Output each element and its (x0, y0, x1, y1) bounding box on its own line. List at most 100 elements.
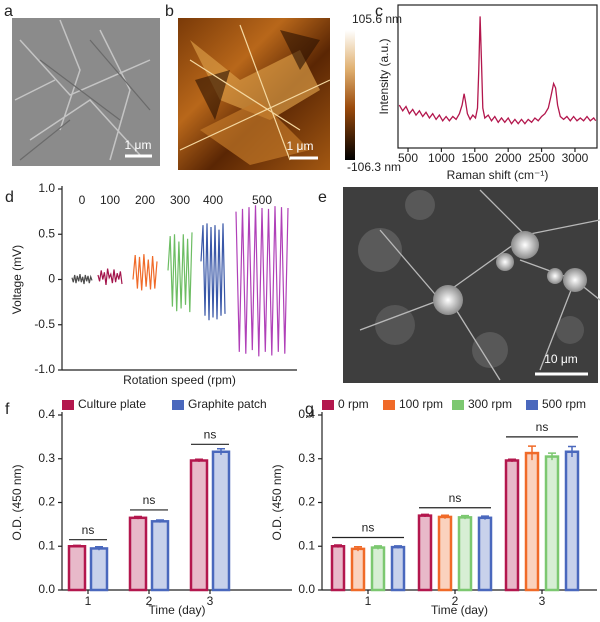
legend-label: Culture plate (78, 397, 146, 411)
error-bar (421, 513, 429, 517)
y-tick-label: 0.3 (298, 451, 315, 465)
bar (189, 459, 209, 592)
y-tick-label: 0.0 (38, 582, 55, 596)
x-tick-label: 500 (398, 151, 418, 165)
error-bar (95, 545, 103, 551)
colorbar-max: 105.6 nm (352, 12, 402, 26)
x-tick-label: 3000 (562, 151, 589, 165)
voltage-trace (132, 254, 158, 291)
error-bar (528, 445, 536, 461)
bar (330, 545, 346, 592)
voltage-trace (235, 205, 289, 357)
bar (128, 516, 148, 592)
error-bar (334, 544, 342, 548)
bar (504, 459, 520, 592)
scale-bar-label: 1 μm (287, 139, 314, 153)
bar (150, 520, 170, 592)
y-tick-label: 0.0 (298, 582, 315, 596)
plot-frame (397, 4, 598, 149)
series-label: 0 (79, 193, 86, 207)
y-tick-label: 0.5 (38, 226, 55, 240)
significance-label: ns (143, 493, 156, 507)
x-tick-label: 1500 (461, 151, 488, 165)
panel-label: b (165, 3, 174, 20)
legend-swatch (526, 400, 538, 410)
series-label: 100 (100, 193, 120, 207)
significance-label: ns (82, 523, 95, 537)
error-bar (374, 545, 382, 550)
bar (544, 455, 560, 592)
legend-swatch (452, 400, 464, 410)
y-axis-label: O.D. (450 nm) (270, 464, 284, 540)
panel-label: g (305, 401, 314, 418)
bar (524, 451, 540, 592)
error-bar (156, 519, 164, 523)
x-axis-label: Time (day) (149, 603, 206, 617)
x-tick-label: 1 (365, 594, 372, 608)
y-tick-label: 0.3 (38, 451, 55, 465)
sem-cell-image (343, 187, 600, 383)
x-tick-label: 1 (85, 594, 92, 608)
error-bar (394, 545, 402, 549)
legend-label: 300 rpm (468, 397, 512, 411)
error-bar (73, 544, 81, 548)
bar (437, 515, 453, 592)
error-bar (568, 445, 576, 457)
y-tick-label: 0.1 (38, 538, 55, 552)
x-tick-label: 3 (539, 594, 546, 608)
spectrum-line (398, 16, 597, 125)
panel-label: d (5, 189, 14, 206)
significance-label: ns (362, 521, 375, 535)
error-bar (195, 458, 203, 462)
bar (211, 450, 231, 592)
legend-label: 500 rpm (542, 397, 586, 411)
bar (417, 514, 433, 592)
error-bar (548, 452, 556, 461)
legend-label: 0 rpm (338, 397, 369, 411)
significance-label: ns (204, 427, 217, 441)
panel-label: c (375, 3, 383, 20)
bar (350, 547, 366, 592)
bar (564, 450, 580, 592)
legend-swatch (322, 400, 334, 410)
legend-swatch (172, 400, 184, 410)
y-tick-label: 0.1 (298, 538, 315, 552)
panel-label: a (4, 3, 13, 20)
scale-bar-label: 1 μm (125, 138, 152, 152)
error-bar (354, 545, 362, 552)
error-bar (508, 458, 516, 462)
series-label: 500 (252, 193, 272, 207)
x-axis-label: Raman shift (cm⁻¹) (447, 168, 549, 182)
bar (477, 516, 493, 592)
legend-swatch (62, 400, 74, 410)
bar (89, 547, 109, 592)
scale-bar-label: 10 μm (544, 352, 578, 366)
y-axis-label: Voltage (mV) (10, 245, 24, 314)
y-tick-label: 0.2 (38, 495, 55, 509)
voltage-trace (200, 223, 226, 321)
bar (390, 545, 406, 592)
x-tick-label: 2000 (495, 151, 522, 165)
legend-label: 100 rpm (399, 397, 443, 411)
error-bar (461, 514, 469, 520)
error-bar (441, 514, 449, 519)
voltage-trace (167, 232, 193, 313)
x-axis-label: Rotation speed (rpm) (123, 373, 236, 387)
x-axis-label: Time (day) (431, 603, 488, 617)
x-tick-label: 2 (452, 594, 459, 608)
bar (370, 546, 386, 592)
voltage-trace (71, 273, 93, 285)
y-tick-label: 0.4 (38, 407, 55, 421)
y-tick-label: 1.0 (38, 181, 55, 195)
bar (67, 545, 87, 592)
sem-image (12, 18, 160, 166)
bar (457, 516, 473, 592)
y-axis-label: O.D. (450 nm) (10, 464, 24, 540)
legend-label: Graphite patch (188, 397, 267, 411)
x-tick-label: 1000 (428, 151, 455, 165)
y-tick-label: -0.5 (34, 317, 55, 331)
significance-label: ns (449, 491, 462, 505)
y-axis-label: Intensity (a.u.) (377, 38, 391, 114)
y-tick-label: -1.0 (34, 362, 55, 376)
